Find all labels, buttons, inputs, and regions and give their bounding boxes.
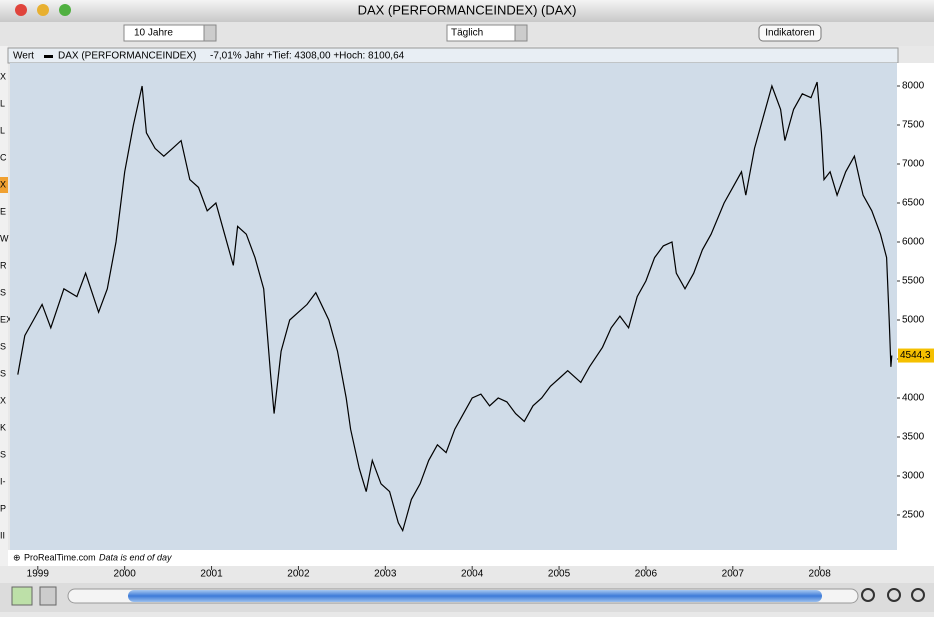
stats-label: -7,01% Jahr +Tief: 4308,00 +Hoch: 8100,6… <box>210 51 405 62</box>
sidebar-item: W <box>0 233 9 243</box>
header-label: Wert <box>13 51 34 62</box>
x-tick-label: 2008 <box>809 569 832 580</box>
x-tick-label: 2007 <box>722 569 745 580</box>
sidebar-item: X <box>0 395 6 405</box>
copyright-symbol: ⊕ <box>13 552 21 562</box>
price-line <box>17 81 893 533</box>
y-tick-label: 7000 <box>902 159 925 170</box>
sidebar-item: S <box>0 368 6 378</box>
window-title: DAX (PERFORMANCEINDEX) (DAX) <box>358 2 577 17</box>
y-tick-label: 3500 <box>902 432 925 443</box>
sidebar-item: I- <box>0 476 6 486</box>
x-axis-area <box>8 550 897 566</box>
x-tick-label: 1999 <box>27 569 50 580</box>
y-tick-label: 3000 <box>902 471 925 482</box>
y-tick-label: 6500 <box>902 198 925 209</box>
x-tick-label: 2000 <box>114 569 137 580</box>
period-arrow[interactable] <box>203 24 217 42</box>
x-tick-label: 2001 <box>200 569 223 580</box>
zoom-box[interactable] <box>861 588 875 602</box>
x-tick-label: 2002 <box>287 569 310 580</box>
y-tick-label: 7500 <box>902 120 925 131</box>
zoom-in[interactable] <box>911 588 925 602</box>
sidebar-item: C <box>0 152 7 162</box>
link-icon[interactable] <box>39 586 57 606</box>
y-tick-label: 5000 <box>902 315 925 326</box>
x-tick-label: 2006 <box>635 569 658 580</box>
sidebar-item: L <box>0 125 5 135</box>
plot-area <box>10 63 897 550</box>
sidebar-highlight <box>0 177 8 193</box>
interval-arrow[interactable] <box>514 24 528 42</box>
sidebar-item: X <box>0 179 6 189</box>
sidebar-item: R <box>0 260 7 270</box>
footer-note: Data is end of day <box>99 552 172 562</box>
x-tick-label: 2004 <box>461 569 484 580</box>
legend-swatch <box>44 55 53 58</box>
y-tick-label: 8000 <box>902 81 925 92</box>
sidebar-item: E <box>0 206 6 216</box>
legend-label: DAX (PERFORMANCEINDEX) <box>58 51 196 62</box>
sidebar <box>0 46 8 566</box>
y-tick-label: 5500 <box>902 276 925 287</box>
x-tick-label: 2003 <box>374 569 397 580</box>
current-value-tag <box>898 348 934 363</box>
minimize-button[interactable] <box>37 4 49 16</box>
sidebar-item: S <box>0 449 6 459</box>
sidebar-item: X <box>0 71 6 81</box>
indicators-label[interactable]: Indikatoren <box>765 28 814 39</box>
sidebar-item: S <box>0 341 6 351</box>
y-tick-label: 6000 <box>902 237 925 248</box>
scroll-thumb[interactable] <box>128 590 822 602</box>
y-tick-label: 4000 <box>902 393 925 404</box>
sidebar-item: L <box>0 98 5 108</box>
sidebar-item: EX <box>0 314 12 324</box>
indicators-button[interactable] <box>758 24 822 42</box>
close-button[interactable] <box>15 4 27 16</box>
sidebar-item: II <box>0 530 5 540</box>
chart-icon[interactable] <box>11 586 33 606</box>
zoom-button[interactable] <box>59 4 71 16</box>
y-tick-label: 2500 <box>902 510 925 521</box>
sidebar-item: K <box>0 422 6 432</box>
current-value-label: 4544,3 <box>900 350 931 361</box>
period-label: 10 Jahre <box>134 28 173 39</box>
x-tick-label: 2005 <box>548 569 571 580</box>
sidebar-item: S <box>0 287 6 297</box>
title-bar <box>0 0 934 22</box>
interval-label: Täglich <box>451 28 483 39</box>
zoom-out[interactable] <box>887 588 901 602</box>
sidebar-items: X L L C X E W R S EX S S X K S I- P II <box>0 71 12 540</box>
footer-source: ProRealTime.com <box>24 552 96 562</box>
sidebar-item: P <box>0 503 6 513</box>
y-axis-area <box>897 63 934 566</box>
